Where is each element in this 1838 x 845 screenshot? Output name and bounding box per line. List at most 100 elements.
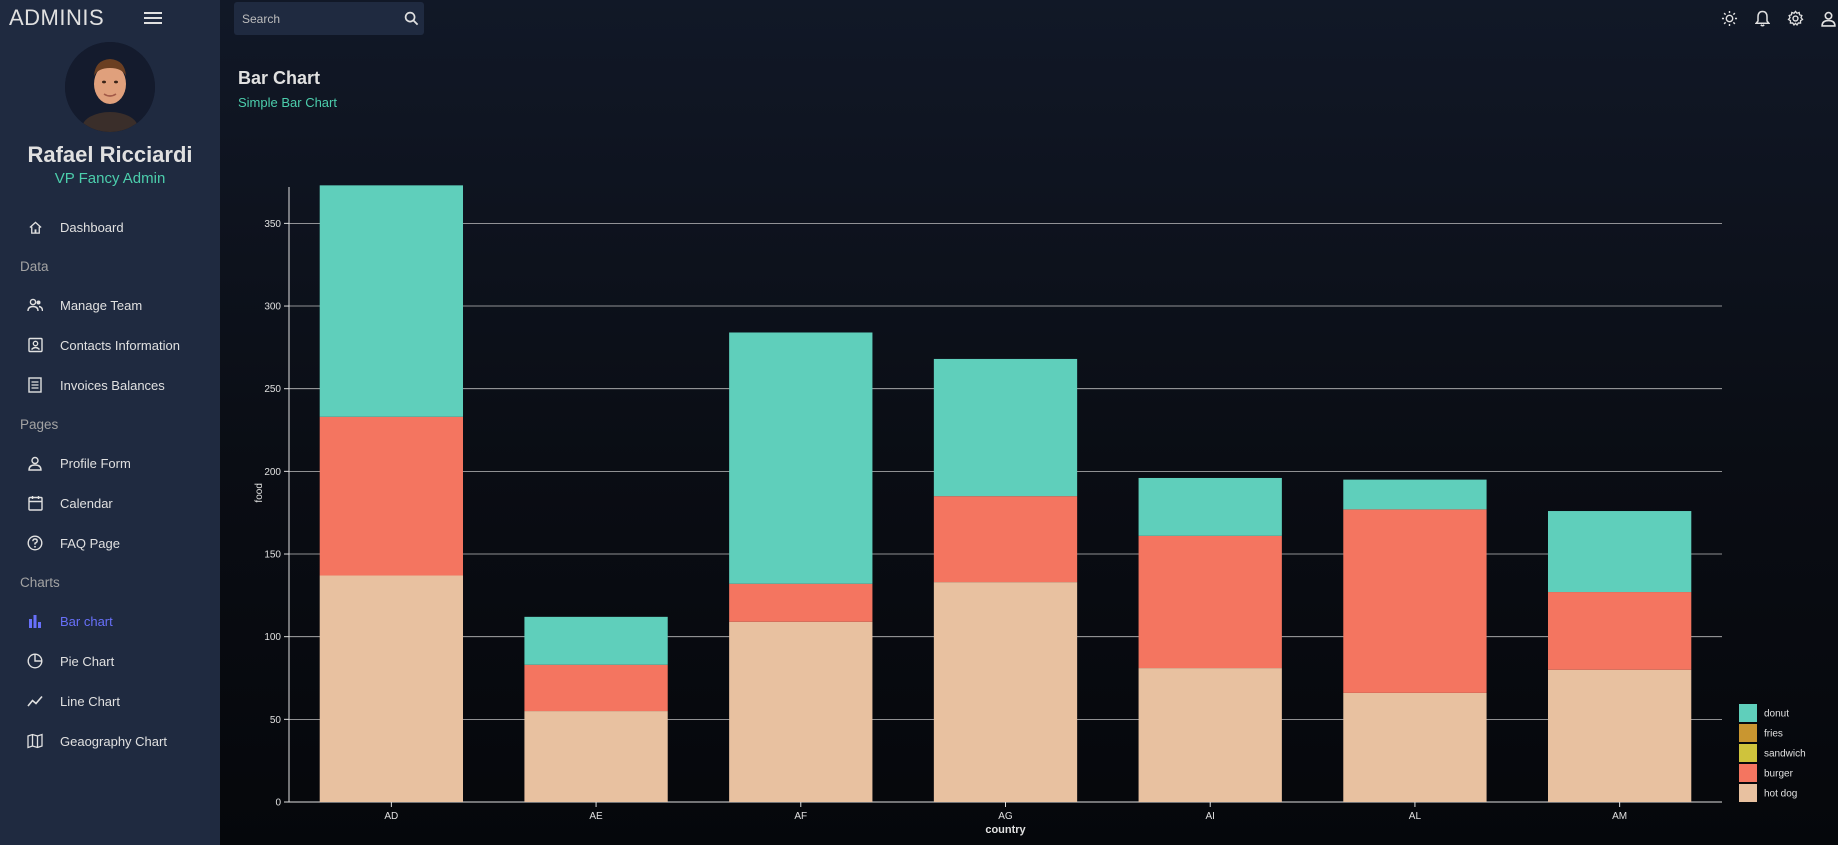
- bar-segment-hot-dog-AI[interactable]: [1138, 668, 1282, 802]
- legend-swatch-hot-dog[interactable]: [1739, 784, 1757, 802]
- bar-segment-burger-AL[interactable]: [1343, 509, 1487, 693]
- y-tick-label: 350: [264, 219, 281, 230]
- bar-segment-donut-AE[interactable]: [524, 616, 668, 665]
- map-icon: [27, 733, 43, 749]
- bar-segment-hot-dog-AG[interactable]: [933, 582, 1078, 802]
- bar-segment-hot-dog-AM[interactable]: [1547, 669, 1692, 802]
- avatar: [65, 42, 155, 132]
- team-icon: [27, 297, 43, 313]
- sidebar-item-contacts[interactable]: Contacts Information: [0, 325, 220, 365]
- user-name: Rafael Ricciardi: [27, 142, 193, 167]
- bar-segment-donut-AL[interactable]: [1343, 479, 1487, 510]
- contacts-icon: [27, 337, 43, 353]
- sidebar-item-label: Bar chart: [60, 613, 113, 629]
- sidebar-item-pie-chart[interactable]: Pie Chart: [0, 641, 220, 681]
- bar-segment-hot-dog-AE[interactable]: [524, 711, 668, 802]
- main-content: Bar Chart Simple Bar Chart 0 50 100 150 200 2…: [220, 0, 1838, 845]
- legend-label[interactable]: donut: [1764, 709, 1789, 720]
- receipt-icon: [27, 377, 43, 393]
- legend-swatch-fries[interactable]: [1739, 724, 1757, 742]
- y-tick-label: 0: [275, 798, 281, 809]
- sidebar-item-label: Contacts Information: [60, 337, 180, 353]
- bar-segment-hot-dog-AD[interactable]: [319, 575, 464, 802]
- bar-segment-donut-AD[interactable]: [319, 185, 464, 417]
- legend-label[interactable]: sandwich: [1764, 749, 1806, 760]
- user-role: VP Fancy Admin: [54, 170, 166, 187]
- brand-row: ADMINIS: [0, 0, 220, 32]
- section-pages: Pages: [20, 416, 59, 432]
- sidebar-item-manage-team[interactable]: Manage Team: [0, 285, 220, 325]
- sidebar-item-label: Geaography Chart: [60, 733, 167, 749]
- line-chart-icon: [27, 693, 43, 709]
- menu-toggle-icon[interactable]: [144, 9, 162, 27]
- sidebar-item-line-chart[interactable]: Line Chart: [0, 681, 220, 721]
- light-mode-icon[interactable]: [1720, 9, 1739, 28]
- search-box: [234, 2, 424, 35]
- sidebar-item-label: Pie Chart: [60, 653, 115, 669]
- bar-segment-donut-AM[interactable]: [1547, 511, 1692, 593]
- y-axis-label: food: [254, 483, 265, 502]
- settings-icon[interactable]: [1786, 9, 1805, 28]
- legend-swatch-burger[interactable]: [1739, 764, 1757, 782]
- sidebar-nav: Dashboard Data Manage Team Contacts Info…: [0, 207, 220, 761]
- avatar-image: [65, 42, 155, 132]
- legend-swatch-donut[interactable]: [1739, 704, 1757, 722]
- bar-segment-donut-AG[interactable]: [933, 358, 1078, 497]
- home-icon: [27, 219, 43, 235]
- sidebar-item-faq[interactable]: FAQ Page: [0, 523, 220, 563]
- sidebar-item-label: FAQ Page: [60, 535, 120, 551]
- profile-icon[interactable]: [1819, 9, 1838, 28]
- section-data: Data: [20, 258, 49, 274]
- sidebar-item-label: Calendar: [60, 495, 113, 511]
- search-button[interactable]: [399, 4, 424, 34]
- legend-label[interactable]: fries: [1764, 729, 1783, 740]
- person-icon: [27, 455, 43, 471]
- bar-segment-burger-AF[interactable]: [729, 583, 873, 622]
- sidebar-item-profile[interactable]: Profile Form: [0, 443, 220, 483]
- bar-segment-donut-AI[interactable]: [1138, 477, 1282, 536]
- sidebar-item-label: Line Chart: [60, 693, 120, 709]
- bar-segment-burger-AI[interactable]: [1138, 535, 1282, 669]
- section-charts: Charts: [20, 574, 60, 590]
- notifications-icon[interactable]: [1753, 9, 1772, 28]
- page-subtitle: Simple Bar Chart: [238, 95, 337, 110]
- bar-segment-burger-AG[interactable]: [933, 496, 1078, 583]
- y-tick-label: 150: [264, 550, 281, 561]
- bar-segment-burger-AE[interactable]: [524, 664, 668, 712]
- y-tick-label: 100: [264, 632, 281, 643]
- legend-swatch-sandwich[interactable]: [1739, 744, 1757, 762]
- legend-label[interactable]: hot dog: [1764, 789, 1797, 800]
- topbar-actions: [1720, 9, 1838, 28]
- y-tick-label: 300: [264, 302, 281, 313]
- brand-logo: ADMINIS: [9, 5, 105, 30]
- bar-chart: 0 50 100 150 200 250 300 350 AD AE AF AG AI AL AM count…: [254, 185, 1806, 836]
- bar-segment-burger-AM[interactable]: [1547, 592, 1692, 670]
- x-tick-label: AM: [1612, 811, 1627, 822]
- x-tick-label: AF: [794, 811, 807, 822]
- pie-chart-icon: [27, 653, 43, 669]
- sidebar-item-geography-chart[interactable]: Geaography Chart: [0, 721, 220, 761]
- bar-segment-donut-AF[interactable]: [729, 332, 873, 584]
- x-tick-label: AE: [589, 811, 603, 822]
- x-tick-label: AI: [1205, 811, 1214, 822]
- sidebar-item-calendar[interactable]: Calendar: [0, 483, 220, 523]
- calendar-icon: [27, 495, 43, 511]
- search-input[interactable]: [234, 10, 399, 27]
- sidebar-item-bar-chart[interactable]: Bar chart: [0, 601, 220, 641]
- topbar: [220, 0, 1838, 40]
- sidebar-item-label: Invoices Balances: [60, 377, 165, 393]
- y-tick-label: 250: [264, 384, 281, 395]
- bar-segment-burger-AD[interactable]: [319, 416, 464, 576]
- search-icon: [404, 11, 419, 26]
- sidebar-item-label: Profile Form: [60, 455, 131, 471]
- bar-segment-hot-dog-AL[interactable]: [1343, 692, 1487, 802]
- bar-segment-hot-dog-AF[interactable]: [729, 621, 873, 802]
- sidebar-item-invoices[interactable]: Invoices Balances: [0, 365, 220, 405]
- page-header: Bar Chart Simple Bar Chart: [238, 68, 337, 110]
- legend-label[interactable]: burger: [1764, 769, 1794, 780]
- sidebar-item-label: Dashboard: [60, 219, 124, 235]
- sidebar-item-dashboard[interactable]: Dashboard: [0, 207, 220, 247]
- bar-chart-icon: [27, 613, 43, 629]
- y-tick-label: 50: [270, 715, 282, 726]
